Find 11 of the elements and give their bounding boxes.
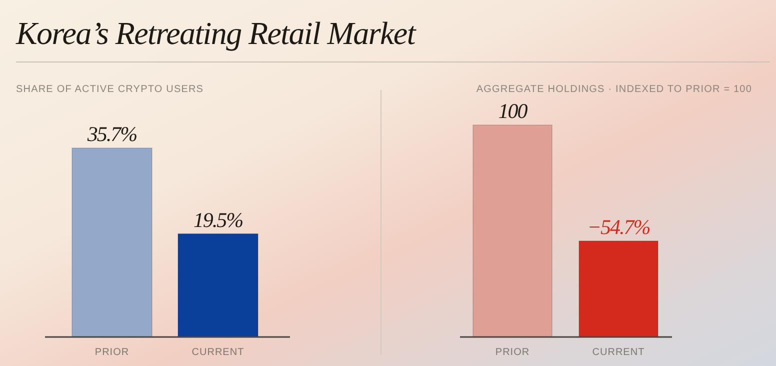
- x-tick-label: PRIOR: [94, 347, 130, 358]
- chart-subtitle: AGGREGATE HOLDINGS · INDEXED TO PRIOR = 100: [476, 84, 752, 95]
- chart-title: Korea’s Retreating Retail Market: [15, 15, 417, 51]
- data-label: 35.7%: [86, 122, 138, 146]
- x-tick-label: CURRENT: [592, 347, 645, 358]
- annotation: −54.7%: [587, 214, 650, 239]
- data-label: 100: [498, 99, 528, 123]
- chart-subtitle: SHARE OF ACTIVE CRYPTO USERS: [16, 84, 204, 95]
- x-tick-label: CURRENT: [192, 347, 244, 358]
- data-label: 19.5%: [193, 208, 244, 232]
- x-tick-label: PRIOR: [495, 347, 530, 358]
